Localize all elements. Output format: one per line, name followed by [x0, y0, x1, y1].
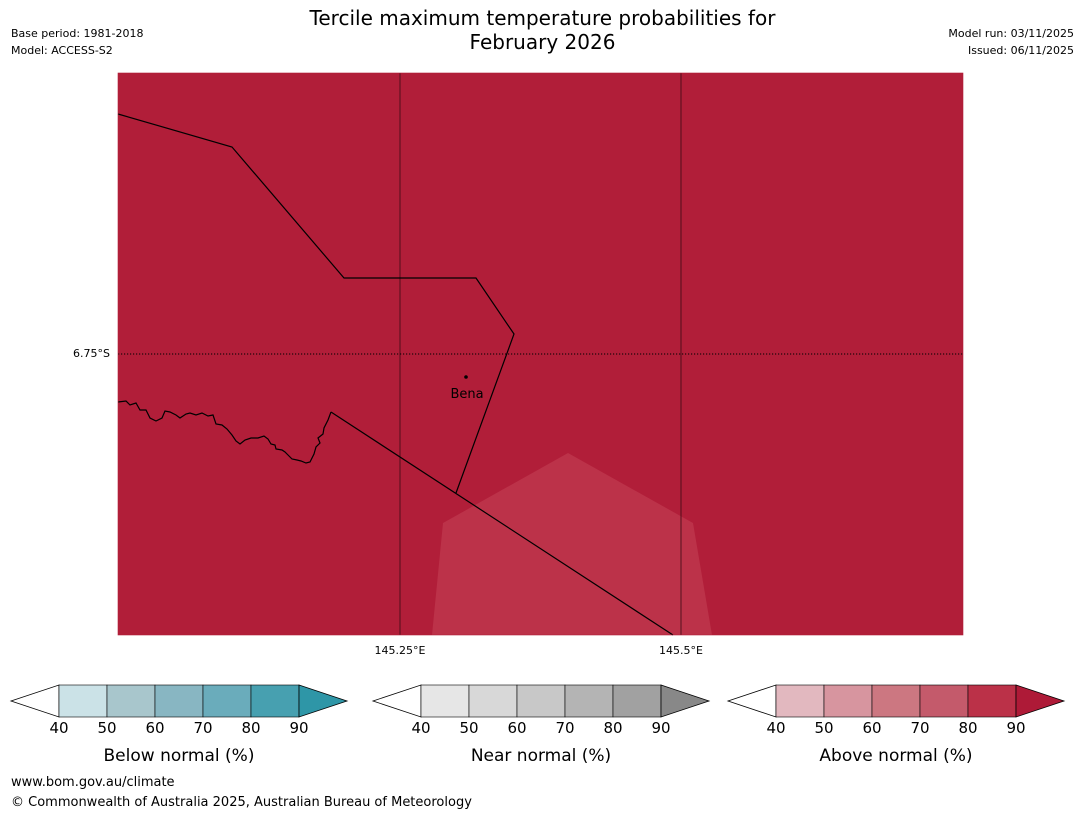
map-frame: [117, 72, 964, 636]
model-info: Base period: 1981-2018 Model: ACCESS-S2: [11, 25, 143, 59]
above-normal-tick: 80: [958, 719, 978, 737]
below-normal-tick: 70: [193, 719, 213, 737]
river-line: [117, 400, 332, 464]
near-normal-title: Near normal (%): [470, 746, 612, 766]
colorbar-segment: [154, 684, 204, 718]
colorbar-segment: [202, 684, 252, 718]
above-normal-title: Above normal (%): [819, 746, 973, 766]
colorbar-segment: [564, 684, 614, 718]
colorbar-segment: [106, 684, 156, 718]
below-normal-tick: 50: [97, 719, 117, 737]
chart-title-line-1: Tercile maximum temperature probabilitie…: [309, 6, 776, 30]
colorbar-segment: [468, 684, 518, 718]
above-normal-colorbar: [726, 684, 1066, 718]
below-normal-tick: 90: [289, 719, 309, 737]
model-run-date: Model run: 03/11/2025: [948, 27, 1074, 40]
longitude-label-145-5: 145.5°E: [659, 644, 703, 657]
near-normal-tick: 90: [651, 719, 671, 737]
colorbar-segment: [919, 684, 969, 718]
below-normal-tick: 60: [145, 719, 165, 737]
below-normal-tick: 80: [241, 719, 261, 737]
colorbar-segment: [612, 684, 662, 718]
below-normal-tick: 40: [49, 719, 69, 737]
issued-date: Issued: 06/11/2025: [967, 44, 1074, 57]
below-normal-title: Below normal (%): [103, 746, 255, 766]
longitude-label-145-25: 145.25°E: [374, 644, 426, 657]
above-normal-tick: 90: [1006, 719, 1026, 737]
near-normal-tick: 70: [555, 719, 575, 737]
footer-copyright: © Commonwealth of Australia 2025, Austra…: [11, 795, 472, 810]
colorbar-upper-extension: [1015, 684, 1066, 718]
above-normal-tick: 60: [862, 719, 882, 737]
colorbar-segment: [250, 684, 300, 718]
colorbar-segment: [516, 684, 566, 718]
map-panel[interactable]: [0, 0, 1085, 660]
province-boundary-south: [330, 411, 674, 636]
colorbar-segment: [420, 684, 470, 718]
colorbar-segment: [967, 684, 1017, 718]
near-normal-tick: 60: [507, 719, 527, 737]
run-info: Model run: 03/11/2025 Issued: 06/11/2025: [948, 25, 1074, 59]
above-normal-tick: 50: [814, 719, 834, 737]
latitude-label: 6.75°S: [73, 347, 110, 360]
chart-title: Tercile maximum temperature probabilitie…: [0, 6, 1085, 54]
chart-title-line-2: February 2026: [469, 30, 616, 54]
place-marker-bena[interactable]: [464, 375, 468, 379]
above-normal-tick: 40: [766, 719, 786, 737]
colorbar-lower-extension: [9, 684, 60, 718]
near-normal-tick: 80: [603, 719, 623, 737]
colorbar-upper-extension: [660, 684, 711, 718]
province-boundary: [117, 113, 515, 494]
colorbar-segment: [823, 684, 873, 718]
below-normal-colorbar: [9, 684, 349, 718]
footer-url[interactable]: www.bom.gov.au/climate: [11, 775, 175, 790]
near-normal-tick: 40: [411, 719, 431, 737]
model-name-text: Model: ACCESS-S2: [11, 44, 113, 57]
lower-probability-region: [432, 453, 712, 635]
above-normal-tick: 70: [910, 719, 930, 737]
colorbar-segment: [871, 684, 921, 718]
base-period-text: Base period: 1981-2018: [11, 27, 144, 40]
colorbar-upper-extension: [298, 684, 349, 718]
colorbar-segment: [58, 684, 108, 718]
colorbar-lower-extension: [726, 684, 777, 718]
near-normal-colorbar: [371, 684, 711, 718]
near-normal-tick: 50: [459, 719, 479, 737]
legend-bars: [9, 684, 1066, 718]
colorbar-segment: [775, 684, 825, 718]
place-label-bena: Bena: [450, 387, 484, 402]
colorbar-lower-extension: [371, 684, 422, 718]
